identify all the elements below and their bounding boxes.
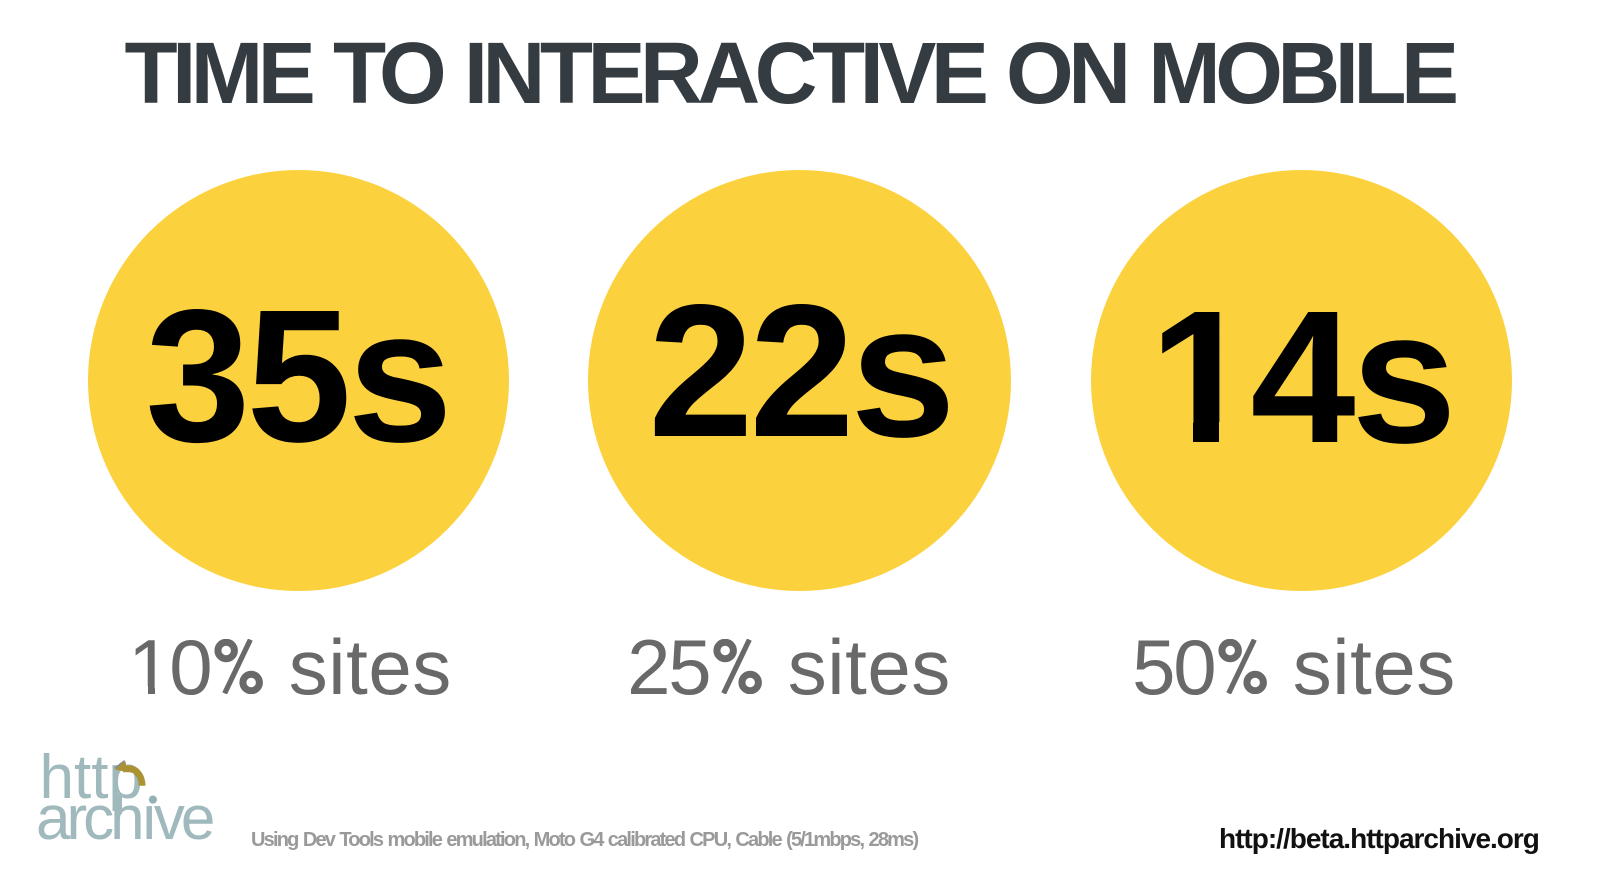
- svg-text:http: http: [40, 743, 143, 812]
- svg-text:archıve: archıve: [36, 784, 213, 850]
